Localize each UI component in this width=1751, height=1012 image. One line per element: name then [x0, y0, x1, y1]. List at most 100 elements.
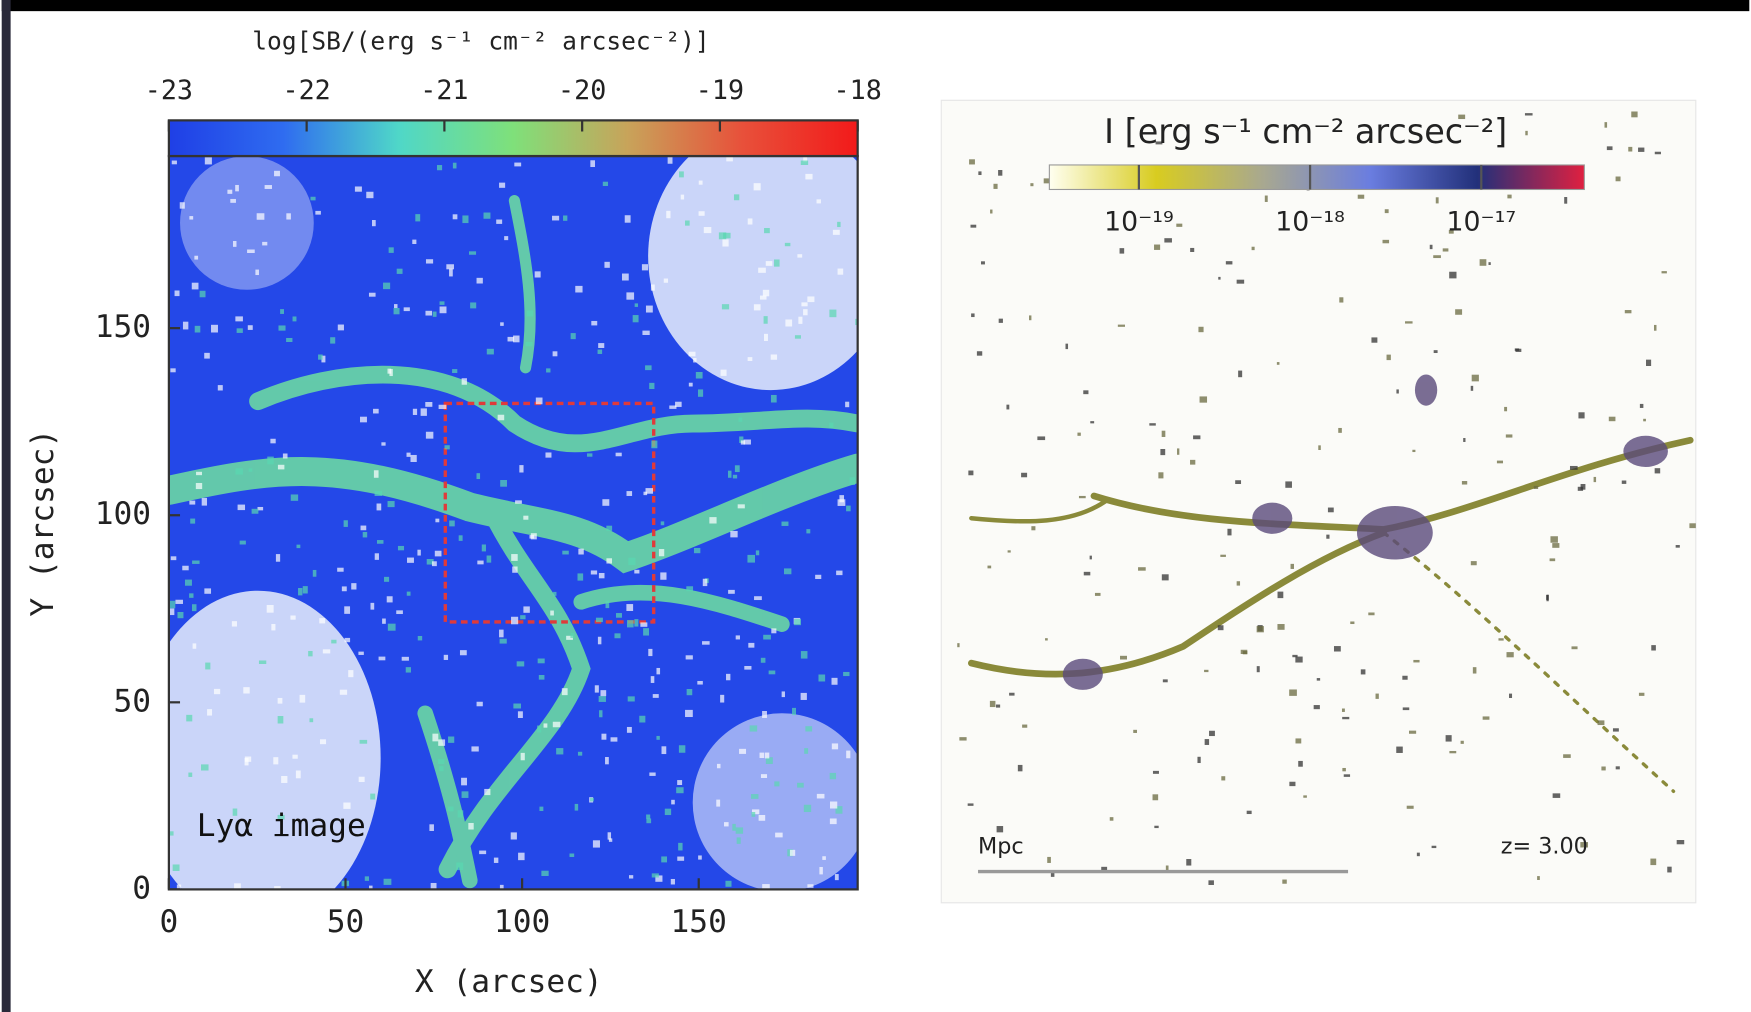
- speckle: [605, 757, 609, 764]
- speckle: [1065, 344, 1068, 349]
- speckle: [394, 308, 400, 314]
- speckle: [686, 655, 693, 659]
- speckle: [520, 615, 525, 619]
- speckle: [462, 378, 467, 384]
- speckle: [993, 184, 997, 189]
- speckle: [500, 322, 504, 326]
- speckle: [456, 862, 463, 870]
- speckle: [1613, 728, 1619, 731]
- speckle: [1525, 113, 1533, 115]
- speckle: [1409, 731, 1416, 734]
- speckle: [1506, 652, 1513, 657]
- speckle: [1667, 867, 1671, 873]
- speckle: [1550, 558, 1556, 561]
- speckle: [805, 726, 812, 731]
- speckle: [1009, 693, 1014, 696]
- speckle: [639, 716, 645, 723]
- speckle: [784, 568, 791, 574]
- speckle: [249, 468, 253, 471]
- speckle: [278, 465, 284, 470]
- speckle: [384, 879, 392, 885]
- speckle: [396, 610, 403, 614]
- speckle: [1047, 857, 1051, 863]
- speckle: [626, 604, 633, 611]
- speckle: [523, 606, 529, 612]
- speckle: [1507, 195, 1511, 199]
- speckle: [677, 857, 684, 861]
- speckle: [1396, 389, 1398, 393]
- speckle: [628, 558, 635, 565]
- speckle: [508, 337, 515, 342]
- speckle: [606, 601, 610, 608]
- speckle: [1506, 434, 1513, 437]
- speckle: [342, 586, 347, 591]
- speckle: [338, 325, 344, 331]
- speckle: [453, 214, 458, 219]
- speckle: [500, 639, 507, 644]
- speckle: [1546, 595, 1549, 600]
- speckle: [270, 439, 275, 444]
- speckle: [1008, 550, 1011, 552]
- speckle: [977, 351, 982, 355]
- speckle: [458, 810, 464, 817]
- speckle: [1387, 355, 1391, 360]
- speckle: [1655, 152, 1661, 155]
- speckle: [315, 211, 321, 215]
- speckle: [375, 491, 382, 496]
- speckle: [758, 268, 766, 273]
- speckle: [1022, 725, 1027, 728]
- speckle: [987, 566, 991, 569]
- speckle: [550, 611, 554, 616]
- speckle: [494, 858, 498, 863]
- speckle: [1434, 350, 1438, 353]
- speckle: [330, 337, 335, 343]
- speckle: [1650, 859, 1656, 866]
- speckle: [1449, 272, 1456, 279]
- speckle: [267, 605, 274, 613]
- speckle: [681, 195, 684, 200]
- y-axis-label: Y (arcsec): [25, 429, 61, 617]
- speckle: [1218, 625, 1224, 630]
- speckle: [276, 554, 280, 562]
- speckle: [1433, 255, 1441, 258]
- speckle: [739, 417, 743, 421]
- speckle: [836, 571, 842, 576]
- speckle: [646, 306, 653, 313]
- speckle: [1227, 529, 1231, 536]
- speckle: [1677, 840, 1685, 844]
- speckle: [291, 494, 298, 500]
- speckle: [526, 342, 533, 346]
- speckle: [518, 711, 523, 718]
- speckle: [653, 694, 659, 698]
- speckle: [1044, 178, 1050, 183]
- x-tick-label: 100: [494, 904, 550, 940]
- speckle: [595, 685, 599, 692]
- speckle: [200, 291, 206, 297]
- speckle: [553, 351, 558, 356]
- speckle: [699, 181, 703, 185]
- speckle: [1488, 262, 1490, 265]
- speckle: [348, 670, 353, 677]
- speckle: [1084, 572, 1091, 576]
- speckle: [575, 804, 578, 811]
- speckle: [1149, 423, 1155, 425]
- speckle: [517, 661, 525, 666]
- speckle: [426, 259, 433, 263]
- speckle: [374, 470, 379, 478]
- speckle: [720, 695, 724, 703]
- speckle: [1594, 477, 1596, 482]
- speckle: [590, 798, 594, 802]
- speckle: [1480, 259, 1487, 266]
- speckle: [1220, 555, 1226, 557]
- colorbar-tick-label: 10⁻¹⁷: [1446, 206, 1516, 237]
- speckle: [1177, 448, 1179, 454]
- speckle: [643, 628, 649, 635]
- speckle: [665, 809, 671, 815]
- speckle: [739, 749, 746, 754]
- speckle: [1209, 731, 1215, 736]
- speckle: [656, 668, 660, 674]
- speckle: [546, 368, 550, 372]
- speckle: [774, 259, 780, 266]
- speckle: [1289, 689, 1297, 695]
- speckle: [990, 701, 996, 707]
